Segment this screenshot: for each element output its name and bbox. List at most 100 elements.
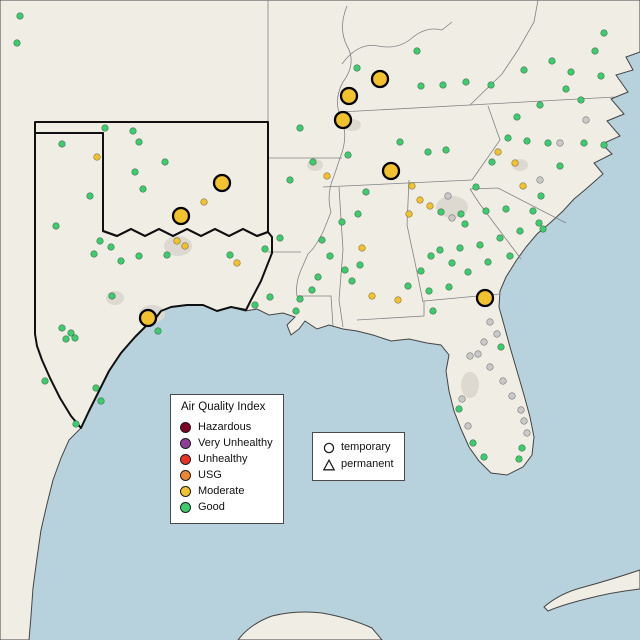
monitor-marker[interactable] — [562, 85, 570, 93]
monitor-marker[interactable] — [504, 134, 512, 142]
monitor-marker[interactable] — [523, 137, 531, 145]
monitor-marker[interactable] — [486, 363, 494, 371]
monitor-marker[interactable] — [444, 192, 452, 200]
monitor-marker[interactable] — [276, 234, 284, 242]
monitor-marker[interactable] — [425, 287, 433, 295]
monitor-marker[interactable] — [548, 57, 556, 65]
monitor-marker[interactable] — [354, 210, 362, 218]
monitor-marker[interactable] — [58, 140, 66, 148]
monitor-marker[interactable] — [480, 338, 488, 346]
monitor-marker[interactable] — [567, 68, 575, 76]
monitor-marker[interactable] — [58, 324, 66, 332]
monitor-marker[interactable] — [536, 176, 544, 184]
monitor-marker[interactable] — [515, 455, 523, 463]
monitor-marker[interactable] — [413, 47, 421, 55]
monitor-marker[interactable] — [417, 82, 425, 90]
monitor-marker[interactable] — [600, 141, 608, 149]
monitor-marker[interactable] — [448, 259, 456, 267]
monitor-marker[interactable] — [464, 422, 472, 430]
monitor-marker[interactable] — [368, 292, 376, 300]
monitor-marker[interactable] — [93, 153, 101, 161]
monitor-marker[interactable] — [341, 266, 349, 274]
monitor-marker[interactable] — [456, 244, 464, 252]
monitor-marker[interactable] — [117, 257, 125, 265]
monitor-marker[interactable] — [600, 29, 608, 37]
monitor-marker[interactable] — [308, 286, 316, 294]
temporary-monitor-marker[interactable] — [212, 173, 232, 193]
monitor-marker[interactable] — [496, 234, 504, 242]
monitor-marker[interactable] — [517, 406, 525, 414]
monitor-marker[interactable] — [493, 330, 501, 338]
monitor-marker[interactable] — [502, 205, 510, 213]
monitor-marker[interactable] — [436, 246, 444, 254]
monitor-marker[interactable] — [396, 138, 404, 146]
monitor-marker[interactable] — [508, 392, 516, 400]
monitor-marker[interactable] — [462, 78, 470, 86]
monitor-marker[interactable] — [556, 162, 564, 170]
monitor-marker[interactable] — [464, 268, 472, 276]
temporary-monitor-marker[interactable] — [370, 69, 390, 89]
monitor-marker[interactable] — [404, 282, 412, 290]
monitor-marker[interactable] — [41, 377, 49, 385]
monitor-marker[interactable] — [427, 252, 435, 260]
monitor-marker[interactable] — [520, 66, 528, 74]
monitor-marker[interactable] — [296, 124, 304, 132]
monitor-marker[interactable] — [200, 198, 208, 206]
monitor-marker[interactable] — [408, 182, 416, 190]
monitor-marker[interactable] — [513, 113, 521, 121]
monitor-marker[interactable] — [556, 139, 564, 147]
monitor-marker[interactable] — [52, 222, 60, 230]
monitor-marker[interactable] — [135, 138, 143, 146]
monitor-marker[interactable] — [486, 318, 494, 326]
monitor-marker[interactable] — [582, 116, 590, 124]
monitor-marker[interactable] — [71, 334, 79, 342]
monitor-marker[interactable] — [226, 251, 234, 259]
monitor-marker[interactable] — [394, 296, 402, 304]
monitor-marker[interactable] — [529, 207, 537, 215]
monitor-marker[interactable] — [90, 250, 98, 258]
temporary-monitor-marker[interactable] — [339, 86, 359, 106]
monitor-marker[interactable] — [469, 439, 477, 447]
monitor-marker[interactable] — [131, 168, 139, 176]
monitor-marker[interactable] — [523, 429, 531, 437]
monitor-marker[interactable] — [296, 295, 304, 303]
monitor-marker[interactable] — [67, 329, 75, 337]
monitor-marker[interactable] — [326, 252, 334, 260]
monitor-marker[interactable] — [497, 343, 505, 351]
monitor-marker[interactable] — [520, 417, 528, 425]
monitor-marker[interactable] — [129, 127, 137, 135]
monitor-marker[interactable] — [577, 96, 585, 104]
monitor-marker[interactable] — [535, 219, 543, 227]
monitor-marker[interactable] — [405, 210, 413, 218]
monitor-marker[interactable] — [591, 47, 599, 55]
monitor-marker[interactable] — [416, 196, 424, 204]
temporary-monitor-marker[interactable] — [171, 206, 191, 226]
monitor-marker[interactable] — [96, 237, 104, 245]
monitor-marker[interactable] — [442, 146, 450, 154]
monitor-marker[interactable] — [13, 39, 21, 47]
monitor-marker[interactable] — [154, 327, 162, 335]
monitor-marker[interactable] — [461, 220, 469, 228]
monitor-marker[interactable] — [448, 214, 456, 222]
monitor-marker[interactable] — [323, 172, 331, 180]
monitor-marker[interactable] — [161, 158, 169, 166]
monitor-marker[interactable] — [494, 148, 502, 156]
monitor-marker[interactable] — [488, 158, 496, 166]
monitor-marker[interactable] — [266, 293, 274, 301]
monitor-marker[interactable] — [580, 139, 588, 147]
monitor-marker[interactable] — [292, 307, 300, 315]
monitor-marker[interactable] — [261, 245, 269, 253]
monitor-marker[interactable] — [511, 159, 519, 167]
monitor-marker[interactable] — [487, 81, 495, 89]
monitor-marker[interactable] — [107, 243, 115, 251]
monitor-marker[interactable] — [539, 225, 547, 233]
monitor-marker[interactable] — [286, 176, 294, 184]
monitor-marker[interactable] — [72, 420, 80, 428]
temporary-monitor-marker[interactable] — [138, 308, 158, 328]
monitor-marker[interactable] — [506, 252, 514, 260]
monitor-marker[interactable] — [16, 12, 24, 20]
temporary-monitor-marker[interactable] — [475, 288, 495, 308]
monitor-marker[interactable] — [480, 453, 488, 461]
monitor-marker[interactable] — [181, 242, 189, 250]
monitor-marker[interactable] — [163, 251, 171, 259]
